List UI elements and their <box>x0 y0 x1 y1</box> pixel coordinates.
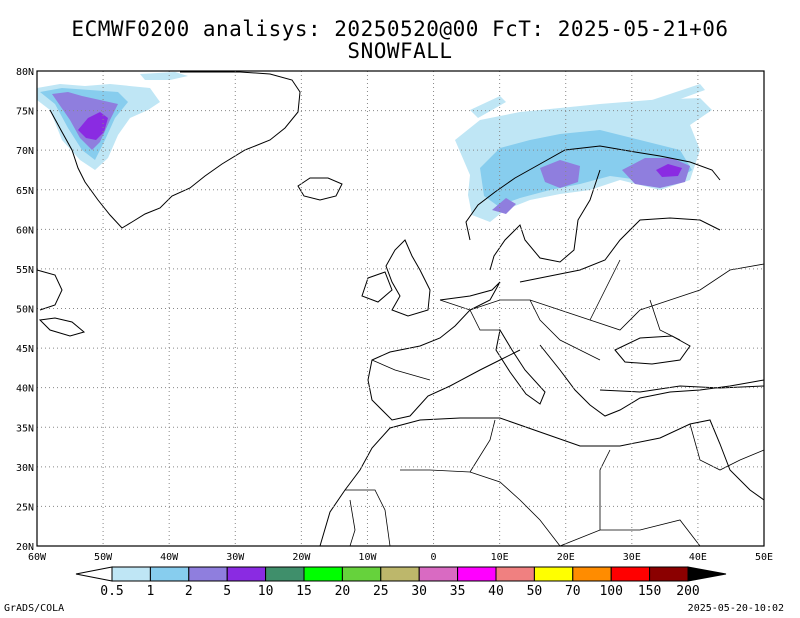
colorbar-legend: 0.5 1 2 5 10 15 20 25 30 35 40 50 70 100 150 200 <box>75 566 727 599</box>
balkans-coast <box>539 344 765 417</box>
legend-swatch <box>572 566 612 582</box>
latitude-labels: 80N 75N 70N 65N 60N 55N 50N 45N 40N 35N 30N 25N 20N <box>16 67 34 553</box>
lat-label: 30N <box>16 463 34 474</box>
legend-swatch <box>418 566 459 582</box>
newfoundland-coast <box>38 317 86 337</box>
britain-coast <box>385 239 431 317</box>
scandinavia-east <box>489 169 601 271</box>
lon-label: 50W <box>94 552 113 563</box>
legend-level-label: 25 <box>373 584 389 599</box>
lon-label: 20W <box>292 552 311 563</box>
lon-label: 30W <box>226 552 245 563</box>
legend-level-label: 30 <box>411 584 427 599</box>
snow-area-arctic-mid <box>480 130 692 206</box>
legend-swatch <box>111 566 151 582</box>
legend-swatch <box>265 566 305 582</box>
lat-label: 70N <box>16 146 34 157</box>
greenland-coast <box>49 71 301 229</box>
legend-level-label: 50 <box>527 584 543 599</box>
lat-label: 25N <box>16 502 34 513</box>
legend-min-arrow <box>75 566 113 582</box>
lat-label: 55N <box>16 265 34 276</box>
coastlines <box>36 71 765 547</box>
africa-coast <box>319 417 765 547</box>
legend-swatch <box>303 566 343 582</box>
legend-level-label: 35 <box>450 584 466 599</box>
legend-swatch <box>380 566 420 582</box>
snow-area-scand-blue <box>540 160 580 188</box>
legend-swatch <box>495 566 535 582</box>
legend-level-label: 70 <box>565 584 581 599</box>
lon-label: 60W <box>28 552 47 563</box>
lon-label: 50E <box>755 552 773 563</box>
legend-level-label: 200 <box>676 584 699 599</box>
snow-area-greenland-blue <box>52 92 118 150</box>
lat-label: 20N <box>16 542 34 553</box>
lat-label: 80N <box>16 67 34 78</box>
legend-level-label: 20 <box>335 584 351 599</box>
legend-level-label: 15 <box>296 584 312 599</box>
snow-area-streak-2 <box>470 96 506 118</box>
footer-credit: GrADS/COLA <box>4 603 65 614</box>
legend-level-label: 2 <box>185 584 193 599</box>
lat-label: 65N <box>16 186 34 197</box>
lon-label: 40E <box>689 552 707 563</box>
snow-area-greenland-top <box>140 72 188 80</box>
lat-label: 45N <box>16 344 34 355</box>
lat-label: 35N <box>16 423 34 434</box>
turkey-coast <box>599 385 765 393</box>
borders <box>345 259 765 547</box>
legend-swatch <box>457 566 497 582</box>
legend-swatch <box>149 566 190 582</box>
legend-swatch <box>610 566 651 582</box>
lon-label: 40W <box>160 552 179 563</box>
legend-level-label: 5 <box>223 584 231 599</box>
legend-swatch <box>188 566 228 582</box>
legend-swatch <box>226 566 267 582</box>
legend-swatch <box>341 566 382 582</box>
legend-level-label: 0.5 <box>100 584 123 599</box>
snow-area-streak <box>640 84 705 110</box>
labrador-coast <box>36 269 63 311</box>
snow-area-norway-blue <box>492 198 516 214</box>
ireland-coast <box>361 271 393 303</box>
lat-label: 75N <box>16 107 34 118</box>
legend-level-label: 10 <box>258 584 274 599</box>
lat-label: 50N <box>16 305 34 316</box>
snowfall-shading <box>37 72 712 222</box>
footer-timestamp: 2025-05-20-10:02 <box>687 603 784 614</box>
snow-area-kola-violet <box>656 164 682 177</box>
snow-area-greenland-violet <box>78 112 108 140</box>
black-sea <box>614 335 691 365</box>
map-subtitle: SNOWFALL <box>347 39 453 63</box>
legend-level-label: 40 <box>488 584 504 599</box>
longitude-labels: 60W 50W 40W 30W 20W 10W 0 10E 20E 30E 40E 50E <box>28 552 773 563</box>
iceland-coast <box>297 177 343 201</box>
legend-level-label: 150 <box>638 584 661 599</box>
legend-max-arrow <box>687 566 727 582</box>
map-title: ECMWF0200 analisys: 20250520@00 FcT: 202… <box>71 17 729 41</box>
europe-west-coast <box>367 281 521 421</box>
legend-swatch <box>649 566 689 582</box>
legend-level-label: 1 <box>146 584 154 599</box>
lon-label: 10W <box>358 552 377 563</box>
lon-label: 10E <box>491 552 509 563</box>
lat-label: 40N <box>16 384 34 395</box>
legend-swatch <box>533 566 574 582</box>
legend-level-label: 100 <box>599 584 622 599</box>
lon-label: 30E <box>623 552 641 563</box>
lon-label: 0 <box>431 552 437 563</box>
lon-label: 20E <box>557 552 575 563</box>
baltic-coast <box>519 217 721 283</box>
map-frame <box>36 70 765 547</box>
lat-label: 60N <box>16 225 34 236</box>
italy-coast <box>495 328 546 405</box>
